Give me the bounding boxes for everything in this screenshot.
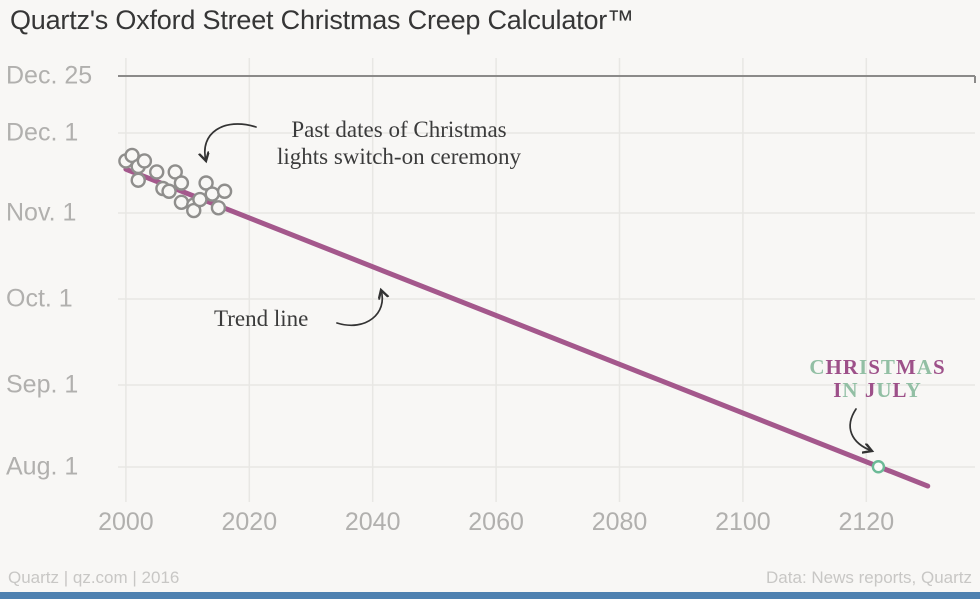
scatter-annotation-line1: Past dates of Christmas xyxy=(291,117,507,142)
annotation-arrow xyxy=(336,290,382,327)
data-point xyxy=(216,183,233,199)
x-axis-tick: 2020 xyxy=(221,508,278,536)
data-point xyxy=(136,153,153,169)
scatter-annotation-line2: lights switch-on ceremony xyxy=(276,144,521,170)
y-axis-tick: Oct. 1 xyxy=(6,284,73,313)
colored-letter: S xyxy=(932,355,946,379)
annotation-arrow xyxy=(849,408,872,451)
x-axis-tick: 2080 xyxy=(591,508,648,536)
colored-letter: C xyxy=(809,355,826,379)
footer-source-left: Quartz | qz.com | 2016 xyxy=(8,568,180,587)
colored-letter: H xyxy=(825,355,843,379)
colored-letter: R xyxy=(842,355,860,379)
x-axis-tick: 2060 xyxy=(468,508,524,536)
y-axis-tick: Aug. 1 xyxy=(6,452,79,481)
quartz-blue-bar xyxy=(0,592,980,599)
colored-letter: U xyxy=(876,378,893,403)
x-axis-tick: 2000 xyxy=(98,508,154,536)
colored-letter: L xyxy=(892,378,906,403)
christmas-in-july-annotation: CHRISTMAS IN JULY xyxy=(790,355,965,402)
y-axis-tick: Nov. 1 xyxy=(6,198,77,227)
footer-source-right: Data: News reports, Quartz xyxy=(766,568,972,587)
data-point xyxy=(192,191,208,208)
colored-letter: N xyxy=(842,378,859,403)
data-point xyxy=(149,164,165,180)
colored-letter: T xyxy=(880,355,896,379)
trend-line-annotation: Trend line xyxy=(214,306,309,331)
trend-line xyxy=(123,166,931,489)
data-point xyxy=(173,194,190,210)
data-point xyxy=(204,186,220,202)
colored-letter: A xyxy=(916,355,933,379)
projected-point-marker xyxy=(871,460,886,474)
y-axis-tick: Dec. 25 xyxy=(6,61,93,90)
annotation-arrow xyxy=(205,123,257,161)
colored-letter: Y xyxy=(905,378,922,403)
data-point xyxy=(130,172,146,188)
colored-letter: M xyxy=(895,355,917,379)
colored-letter: S xyxy=(868,355,881,379)
chart-title: Quartz's Oxford Street Christmas Creep C… xyxy=(10,5,634,35)
colored-letter: I xyxy=(859,355,869,379)
colored-letter: J xyxy=(864,378,877,403)
x-axis-tick: 2120 xyxy=(838,508,895,536)
colored-letter: I xyxy=(833,378,843,403)
x-axis-tick: 2100 xyxy=(715,508,771,536)
x-axis-tick: 2040 xyxy=(344,508,401,536)
data-point xyxy=(161,183,177,199)
y-axis-tick: Dec. 1 xyxy=(6,118,79,147)
in-july-word: IN JULY xyxy=(790,379,965,402)
y-axis-tick: Sep. 1 xyxy=(6,370,79,399)
scatter-annotation: Past dates of Christmas lights switch-on… xyxy=(250,116,548,170)
data-point xyxy=(173,175,190,191)
christmas-word: CHRISTMAS xyxy=(790,355,965,379)
data-point xyxy=(210,200,227,216)
